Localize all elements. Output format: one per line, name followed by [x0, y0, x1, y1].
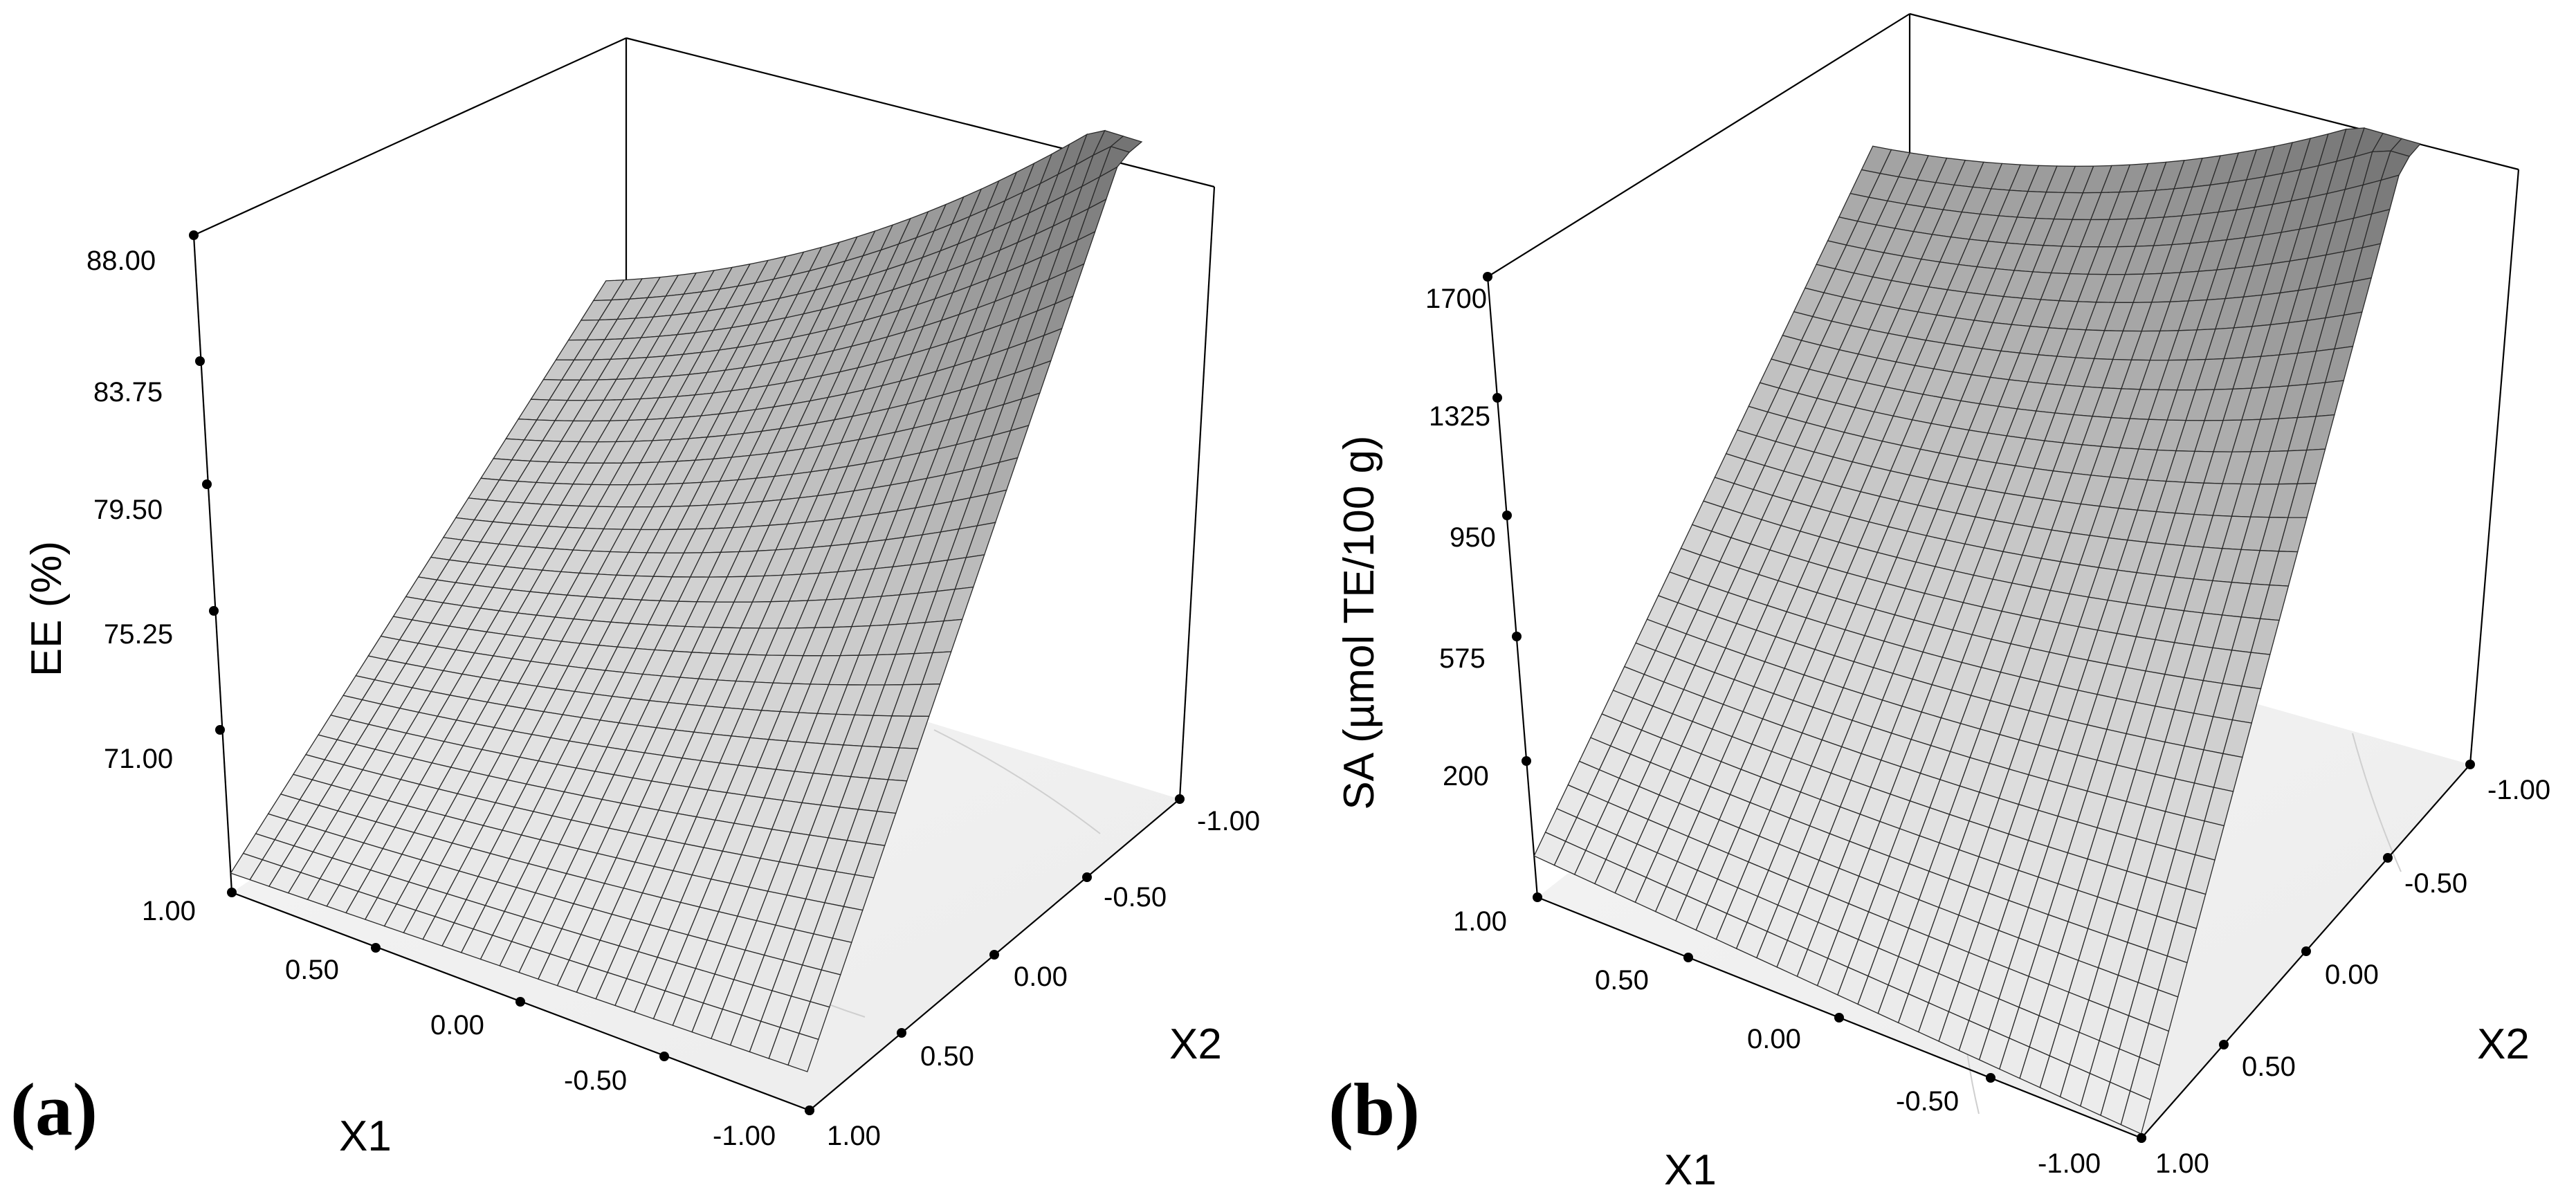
x2-tick-label-b-2: 0.00: [2325, 960, 2379, 990]
z-axis-title-b: SA (µmol TE/100 g): [1335, 435, 1383, 809]
x1-tick-label-b-3: -0.50: [1896, 1086, 1959, 1117]
x2-tick-a-0: [1175, 794, 1185, 804]
x1-tick-label-b-4: -1.00: [2038, 1148, 2101, 1179]
x1-tick-label-b-2: 0.00: [1747, 1024, 1801, 1054]
x2-tick-label-a-2: 0.00: [1014, 962, 1068, 992]
z-tick-a-3: [195, 356, 205, 366]
x2-tick-label-b-3: 0.50: [2242, 1052, 2296, 1082]
z-tick-label-a-2: 79.50: [93, 495, 163, 525]
panel-b: 200 575 950 1325 1700 SA (µmol TE/100 g)…: [1328, 12, 2550, 1194]
x2-tick-a-4: [805, 1106, 814, 1115]
x1-tick-b-1: [1683, 953, 1693, 962]
x1-tick-a-0: [227, 888, 237, 897]
panel-a-z-axis: 71.00 75.25 79.50 83.75 88.00 EE (%): [23, 230, 225, 774]
z-tick-label-a-4: 88.00: [86, 246, 156, 276]
z-tick-a-1: [209, 606, 219, 616]
x1-tick-a-2: [515, 997, 525, 1007]
panel-a-x2-axis: -1.00 -0.50 0.00 0.50 1.00 X2: [805, 794, 1260, 1151]
z-tick-b-0: [1522, 756, 1531, 766]
x1-tick-label-a-2: 0.00: [430, 1010, 484, 1040]
x2-tick-label-b-4: 1.00: [2155, 1148, 2209, 1179]
x2-tick-label-b-0: -1.00: [2487, 775, 2550, 805]
z-tick-b-4: [1483, 272, 1492, 282]
x1-tick-b-3: [1986, 1073, 1995, 1083]
z-tick-label-a-3: 83.75: [93, 377, 163, 407]
panel-b-surface: [1533, 127, 2422, 1135]
surface-cell: [787, 1032, 819, 1072]
x2-tick-label-a-4: 1.00: [827, 1121, 881, 1151]
x2-tick-a-2: [989, 950, 999, 960]
panel-b-x1-axis: 1.00 0.50 0.00 -0.50 -1.00 X1: [1453, 892, 2146, 1194]
x2-tick-b-3: [2219, 1040, 2229, 1049]
x1-axis-title-b: X1: [1664, 1146, 1717, 1194]
x1-tick-b-0: [1533, 892, 1542, 902]
z-tick-b-3: [1492, 393, 1502, 403]
x2-tick-b-2: [2301, 946, 2311, 956]
x1-tick-label-a-3: -0.50: [564, 1065, 627, 1096]
x2-tick-label-a-3: 0.50: [920, 1041, 974, 1072]
x1-tick-label-a-1: 0.50: [285, 955, 339, 985]
z-tick-b-1: [1512, 632, 1522, 641]
x2-tick-a-3: [897, 1028, 906, 1038]
x1-tick-a-1: [371, 943, 381, 953]
x1-axis-title-a: X1: [339, 1112, 392, 1160]
x2-axis-title-b: X2: [2477, 1020, 2530, 1068]
z-tick-label-b-1: 575: [1439, 643, 1486, 674]
x2-axis-title-a: X2: [1169, 1020, 1222, 1068]
panel-label-a: (a): [10, 1069, 98, 1151]
z-tick-label-a-1: 75.25: [104, 619, 173, 650]
x1-tick-b-2: [1834, 1013, 1844, 1023]
z-axis-title-a: EE (%): [23, 541, 71, 677]
z-tick-label-b-3: 1325: [1429, 401, 1490, 432]
x2-tick-b-0: [2465, 760, 2475, 769]
z-tick-label-b-0: 200: [1443, 761, 1489, 791]
x2-tick-a-1: [1082, 872, 1092, 882]
surface-cell: [2120, 1090, 2151, 1135]
x2-tick-label-b-1: -0.50: [2404, 868, 2467, 899]
x1-tick-label-b-0: 1.00: [1453, 906, 1507, 937]
x2-tick-b-4: [2137, 1133, 2146, 1143]
x1-tick-label-a-0: 1.00: [142, 896, 196, 926]
panel-a: 71.00 75.25 79.50 83.75 88.00 EE (%) 1.0…: [10, 37, 1260, 1160]
z-tick-label-a-0: 71.00: [104, 744, 173, 774]
z-tick-a-0: [215, 725, 225, 735]
z-tick-a-2: [202, 479, 212, 489]
panel-b-x2-axis: -1.00 -0.50 0.00 0.50 1.00 X2: [2137, 760, 2550, 1179]
z-tick-a-4: [189, 230, 199, 240]
x2-tick-label-a-0: -1.00: [1197, 806, 1260, 836]
z-tick-label-b-4: 1700: [1425, 284, 1487, 314]
panel-a-surface: [230, 129, 1143, 1072]
panel-label-b: (b): [1328, 1069, 1420, 1151]
x1-tick-label-a-4: -1.00: [713, 1121, 776, 1151]
x2-tick-b-1: [2383, 853, 2393, 863]
z-tick-b-2: [1502, 511, 1512, 520]
x1-tick-label-b-1: 0.50: [1595, 965, 1649, 996]
z-tick-label-b-2: 950: [1450, 522, 1496, 553]
x1-tick-a-3: [659, 1052, 669, 1061]
panel-b-z-axis: 200 575 950 1325 1700 SA (µmol TE/100 g): [1335, 272, 1531, 810]
x2-tick-label-a-1: -0.50: [1104, 882, 1167, 913]
